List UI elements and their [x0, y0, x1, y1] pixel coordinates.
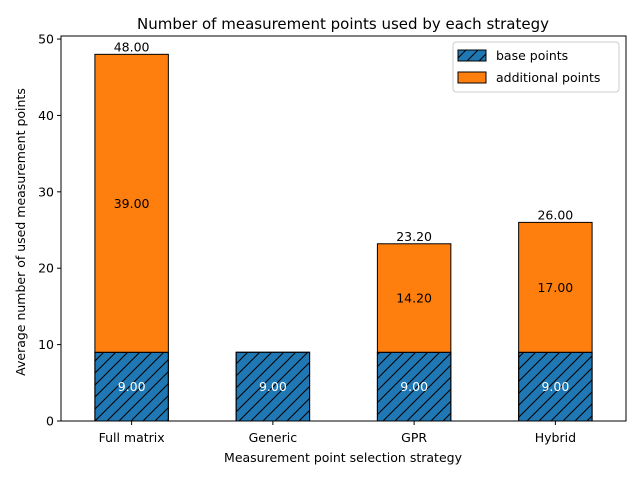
data-label-base-3: 9.00: [400, 379, 428, 394]
x-tick-label: Generic: [249, 430, 298, 445]
bar-additional-4: [518, 221, 593, 353]
y-tick-label: 20: [38, 261, 54, 276]
x-tick-label: Full matrix: [99, 430, 165, 445]
legend-box: [452, 41, 620, 93]
total-label-3: 23.20: [396, 229, 432, 244]
total-label-1: 48.00: [114, 39, 150, 54]
bar-hatch-4: [518, 351, 593, 422]
legend-label-2: additional points: [496, 70, 600, 85]
y-tick-label: 30: [38, 184, 54, 199]
legend-swatch-hatch: [457, 49, 487, 62]
total-label-4: 26.00: [537, 207, 573, 222]
x-tick-label: Hybrid: [535, 430, 576, 445]
bar-hatch-1: [94, 351, 169, 422]
y-tick-label: 0: [46, 414, 54, 429]
y-tick-label: 40: [38, 108, 54, 123]
bar-additional-3: [376, 243, 452, 353]
legend: base points additional points: [452, 41, 620, 93]
legend-label-1: base points: [496, 48, 568, 63]
y-tick-label: 10: [38, 337, 54, 352]
y-tick-label: 50: [38, 32, 54, 47]
data-label-base-4: 9.00: [541, 379, 569, 394]
x-axis-label: Measurement point selection strategy: [224, 450, 463, 465]
data-label-base-2: 9.00: [259, 379, 287, 394]
bar-additional-1: [94, 53, 169, 353]
data-label-additional-4: 17.00: [537, 280, 573, 295]
legend-swatch-2: [457, 71, 487, 84]
data-label-additional-1: 39.00: [114, 196, 150, 211]
plot-frame: [60, 35, 627, 422]
data-label-base-1: 9.00: [118, 379, 146, 394]
chart-title: Number of measurement points used by eac…: [137, 15, 549, 33]
y-axis-label: Average number of used measurement point…: [13, 88, 28, 376]
data-label-additional-3: 14.20: [396, 291, 432, 306]
x-tick-label: GPR: [401, 430, 427, 445]
